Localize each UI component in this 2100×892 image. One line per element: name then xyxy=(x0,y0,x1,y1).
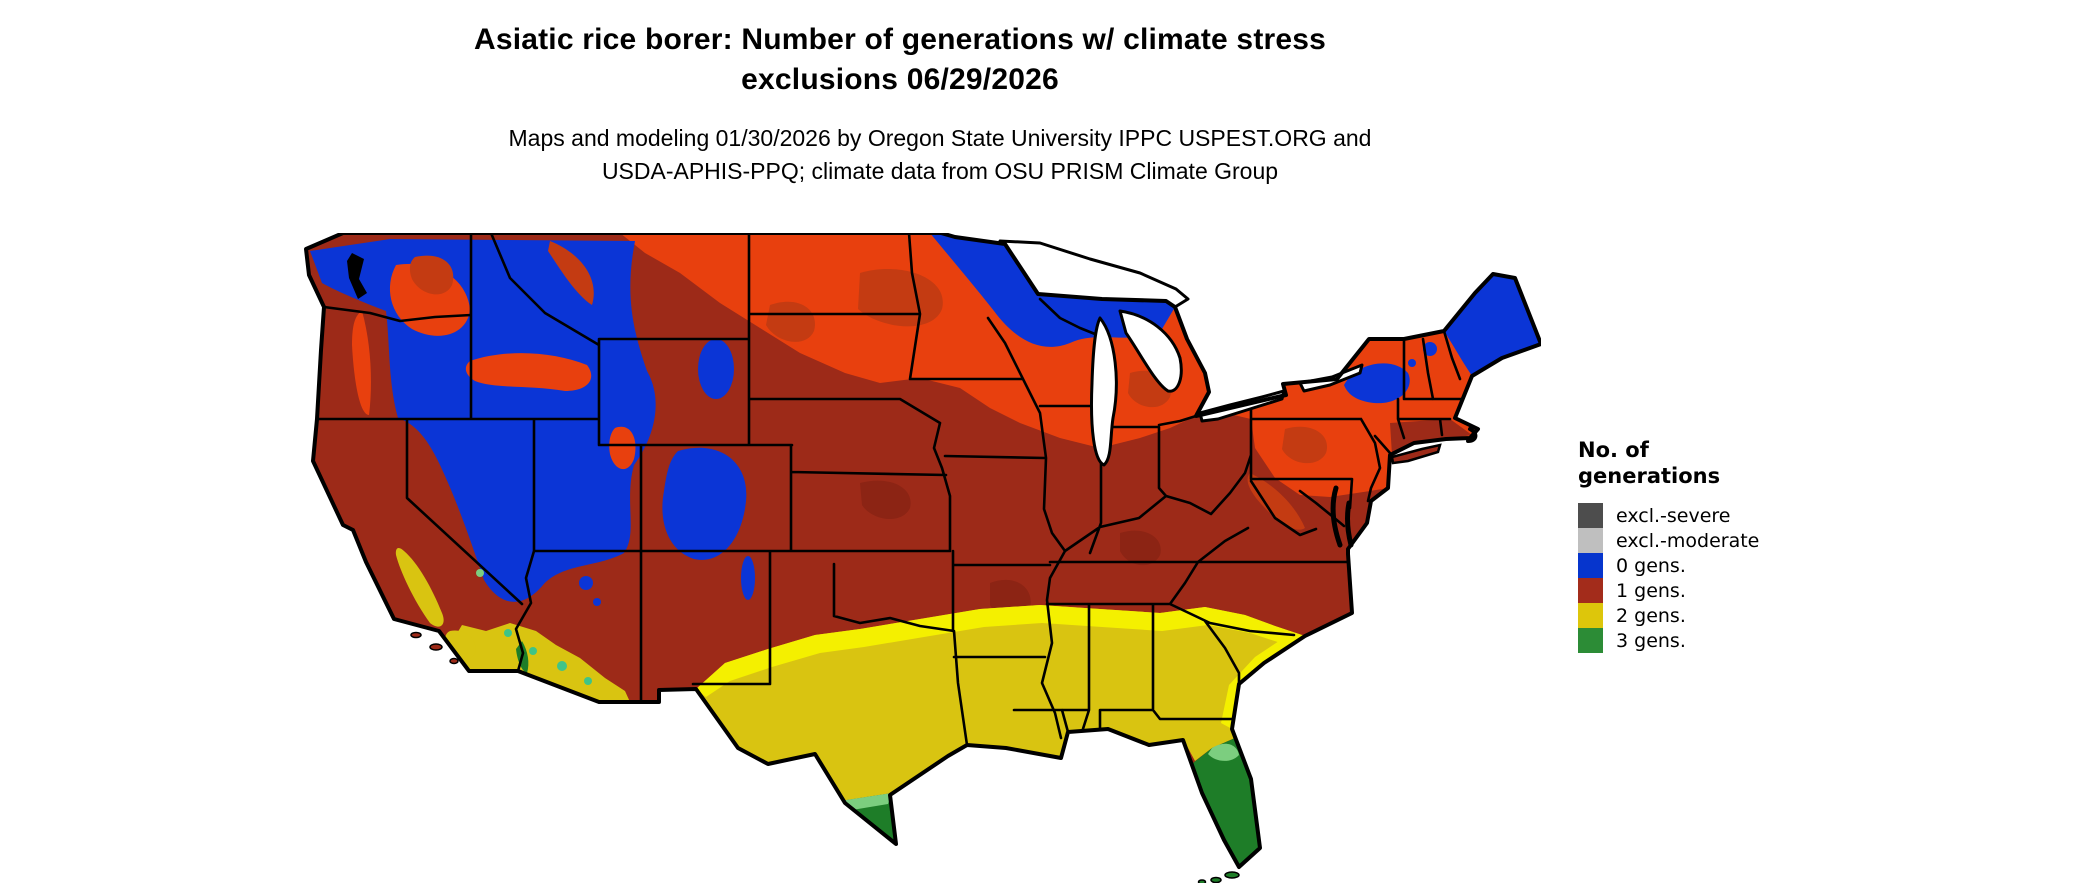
legend-swatch-3-gens xyxy=(1578,628,1603,653)
map-title: Asiatic rice borer: Number of generation… xyxy=(0,20,1800,100)
legend-label-1-gens: 1 gens. xyxy=(1616,579,1686,602)
us-map xyxy=(304,231,1543,885)
map-region-3gen-florida-light xyxy=(1208,743,1239,761)
map-region-0gen-maine xyxy=(1444,274,1541,376)
legend-item-3-gens: 3 gens. xyxy=(1578,628,1878,653)
map-region-1gen-shading xyxy=(860,480,1161,620)
map-region-3gen-florida xyxy=(1193,738,1260,867)
map-region-teal-speck5 xyxy=(476,569,484,577)
map-legend: No. of generations excl.-severe excl.-mo… xyxy=(1578,437,1878,653)
legend-title: No. of generations xyxy=(1578,437,1878,489)
map-title-line1: Asiatic rice borer: Number of generation… xyxy=(473,23,1327,56)
legend-swatch-2-gens xyxy=(1578,603,1603,628)
channel-islands xyxy=(410,631,459,665)
map-region-orange-shading xyxy=(766,269,1328,464)
legend-swatch-1-gens xyxy=(1578,578,1603,603)
legend-item-excl-severe: excl.-severe xyxy=(1578,503,1878,528)
legend-label-excl-moderate: excl.-moderate xyxy=(1616,529,1760,552)
cape-cod xyxy=(1466,427,1478,443)
legend-item-2-gens: 2 gens. xyxy=(1578,603,1878,628)
nation-outline xyxy=(304,231,1543,869)
legend-swatch-excl-severe xyxy=(1578,503,1603,528)
map-subtitle-line2: USDA-APHIS-PPQ; climate data from OSU PR… xyxy=(601,158,1279,184)
map-region-teal-speck4 xyxy=(584,677,592,685)
legend-item-1-gens: 1 gens. xyxy=(1578,578,1878,603)
puget-sound xyxy=(347,253,367,299)
map-region-2gen-central-valley xyxy=(395,547,444,627)
map-region-orange-appalachia xyxy=(1247,473,1305,530)
lake-huron xyxy=(1118,309,1183,393)
legend-swatch-excl-moderate xyxy=(1578,528,1603,553)
legend-label-0-gens: 0 gens. xyxy=(1616,554,1686,577)
map-region-0gen-nh-speck xyxy=(1423,342,1437,356)
legend-item-excl-moderate: excl.-moderate xyxy=(1578,528,1878,553)
map-region-orange-willamette xyxy=(352,311,371,415)
map-region-1gen-big-bend xyxy=(688,713,716,744)
lake-michigan xyxy=(1090,316,1118,467)
map-region-orange-ne-washington xyxy=(409,255,454,295)
map-title-line2: exclusions 06/29/2026 xyxy=(741,63,1059,96)
long-island xyxy=(1390,443,1442,465)
legend-label-3-gens: 3 gens. xyxy=(1616,629,1686,652)
map-region-teal-speck3 xyxy=(557,661,567,671)
map-region-1gen-new-england xyxy=(1390,419,1472,455)
map-subtitle-line1: Maps and modeling 01/30/2026 by Oregon S… xyxy=(508,125,1372,151)
legend-label-2-gens: 2 gens. xyxy=(1616,604,1686,627)
us-map-container xyxy=(300,231,1543,885)
map-region-0gen-great-lakes xyxy=(930,233,1175,347)
map-region-0gen-sangre xyxy=(741,556,755,600)
chesapeake-bay xyxy=(1330,485,1354,548)
legend-label-excl-severe: excl.-severe xyxy=(1616,504,1731,527)
map-region-0gen-colorado xyxy=(662,447,747,560)
map-region-orange-snake-plain xyxy=(465,353,592,391)
legend-title-line2: generations xyxy=(1578,464,1721,488)
legend-swatch-0-gens xyxy=(1578,553,1603,578)
legend-title-line1: No. of xyxy=(1578,438,1649,462)
map-region-teal-speck1 xyxy=(504,629,512,637)
map-region-0gen-west xyxy=(310,239,656,602)
map-region-0gen-az-speck1 xyxy=(579,576,593,590)
florida-keys xyxy=(1197,871,1240,885)
map-region-orange-wasatch xyxy=(609,426,636,470)
legend-items: excl.-severe excl.-moderate 0 gens. 1 ge… xyxy=(1578,503,1878,653)
state-borders xyxy=(315,233,1470,747)
map-region-3gen-texas-light xyxy=(840,793,892,810)
legend-item-0-gens: 0 gens. xyxy=(1578,553,1878,578)
map-region-0gen-bighorn xyxy=(698,339,734,399)
map-region-teal-speck2 xyxy=(529,647,537,655)
map-region-orange-west-montana xyxy=(548,241,594,305)
map-region-0gen-az-speck2 xyxy=(593,598,601,606)
map-subtitle: Maps and modeling 01/30/2026 by Oregon S… xyxy=(40,122,1840,188)
map-region-0gen-vt-speck xyxy=(1408,359,1416,367)
